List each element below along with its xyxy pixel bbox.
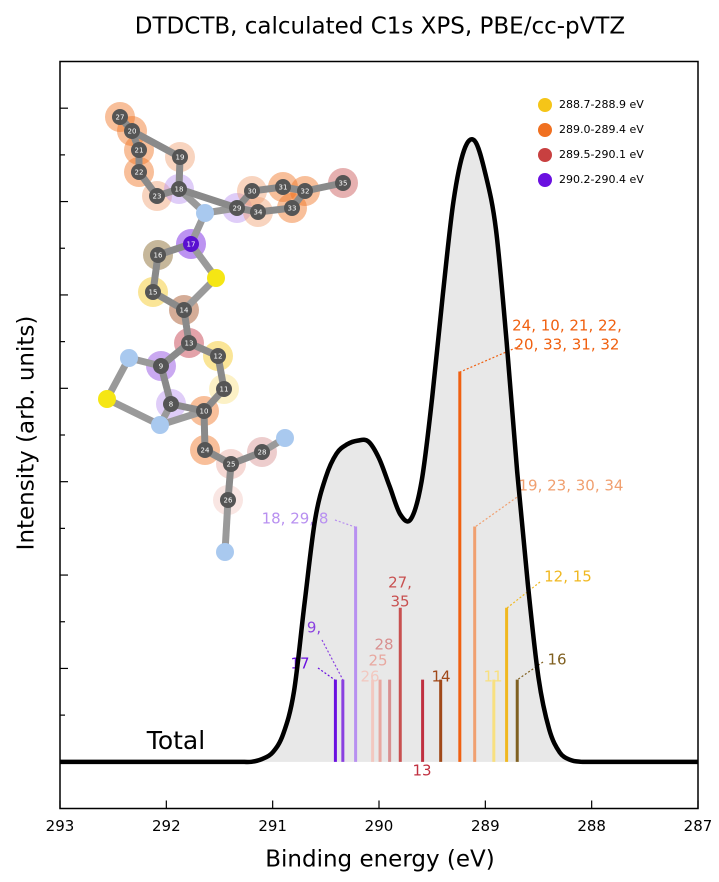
x-tick-label: 291 xyxy=(258,817,287,835)
stick-label: 25 xyxy=(368,652,387,670)
legend-label: 289.5-290.1 eV xyxy=(559,148,644,161)
x-tick-label: 290 xyxy=(365,817,394,835)
stick-label: 12, 15 xyxy=(544,568,592,586)
atom-label: 19 xyxy=(176,154,185,162)
hetero-atom xyxy=(196,204,214,222)
atom-label: 16 xyxy=(154,252,163,260)
chart-title: DTDCTB, calculated C1s XPS, PBE/cc-pVTZ xyxy=(135,14,625,40)
stick-label: 16 xyxy=(547,651,566,669)
stick-label: 28 xyxy=(374,636,393,654)
legend-marker xyxy=(538,123,552,137)
stick-label: 24, 10, 21, 22, xyxy=(512,317,622,335)
y-axis-label: Intensity (arb. units) xyxy=(14,316,40,551)
chart: DTDCTB, calculated C1s XPS, PBE/cc-pVTZ … xyxy=(0,0,719,882)
atom-label: 30 xyxy=(248,188,257,196)
stick-label: 19, 23, 30, 34 xyxy=(519,477,624,495)
annotation: Total xyxy=(146,726,205,755)
hetero-atom xyxy=(120,349,138,367)
atom-label: 18 xyxy=(175,186,184,194)
atom-label: 17 xyxy=(187,241,196,249)
legend-marker xyxy=(538,98,552,112)
stick-label: 27, xyxy=(388,574,412,592)
atom-label: 12 xyxy=(214,353,223,361)
atom-label: 29 xyxy=(233,205,242,213)
hetero-atom xyxy=(151,416,169,434)
atom-label: 28 xyxy=(258,449,267,457)
atom-label: 33 xyxy=(288,205,297,213)
x-axis-label: Binding energy (eV) xyxy=(265,847,495,873)
stick-label: 11 xyxy=(483,668,502,686)
stick-label: 26 xyxy=(360,668,379,686)
atom-label: 25 xyxy=(227,461,236,469)
x-tick-label: 288 xyxy=(577,817,606,835)
hetero-atom xyxy=(207,269,225,287)
hetero-atom xyxy=(216,543,234,561)
atom-label: 35 xyxy=(339,180,348,188)
x-tick-label: 289 xyxy=(471,817,500,835)
hetero-atom xyxy=(276,429,294,447)
atom-label: 26 xyxy=(224,497,233,505)
stick-label: 20, 33, 31, 32 xyxy=(515,336,620,354)
atom-label: 31 xyxy=(279,184,288,192)
atom-label: 8 xyxy=(169,401,173,409)
atom-label: 10 xyxy=(200,408,209,416)
stick-label: 14 xyxy=(431,668,450,686)
legend-label: 288.7-288.9 eV xyxy=(559,98,644,111)
stick-label: 9, xyxy=(307,619,321,637)
atom-label: 23 xyxy=(153,193,162,201)
atom-label: 14 xyxy=(180,307,189,315)
legend-marker xyxy=(538,148,552,162)
hetero-atom xyxy=(98,390,116,408)
legend-label: 290.2-290.4 eV xyxy=(559,173,644,186)
atom-label: 22 xyxy=(135,169,144,177)
x-tick-label: 287 xyxy=(684,817,713,835)
atom-label: 11 xyxy=(220,386,229,394)
x-tick-label: 292 xyxy=(152,817,181,835)
atom-label: 24 xyxy=(201,447,210,455)
atom-label: 34 xyxy=(254,209,263,217)
stick-label: 13 xyxy=(412,762,431,780)
legend-marker xyxy=(538,173,552,187)
atom-label: 27 xyxy=(116,114,125,122)
atom-label: 13 xyxy=(185,340,194,348)
atom-label: 32 xyxy=(301,188,310,196)
atom-label: 15 xyxy=(149,289,158,297)
atom-label: 9 xyxy=(159,363,163,371)
stick-label: 35 xyxy=(390,593,409,611)
x-tick-label: 293 xyxy=(46,817,75,835)
atom-label: 20 xyxy=(128,128,137,136)
atom-label: 21 xyxy=(135,147,144,155)
legend-label: 289.0-289.4 eV xyxy=(559,123,644,136)
